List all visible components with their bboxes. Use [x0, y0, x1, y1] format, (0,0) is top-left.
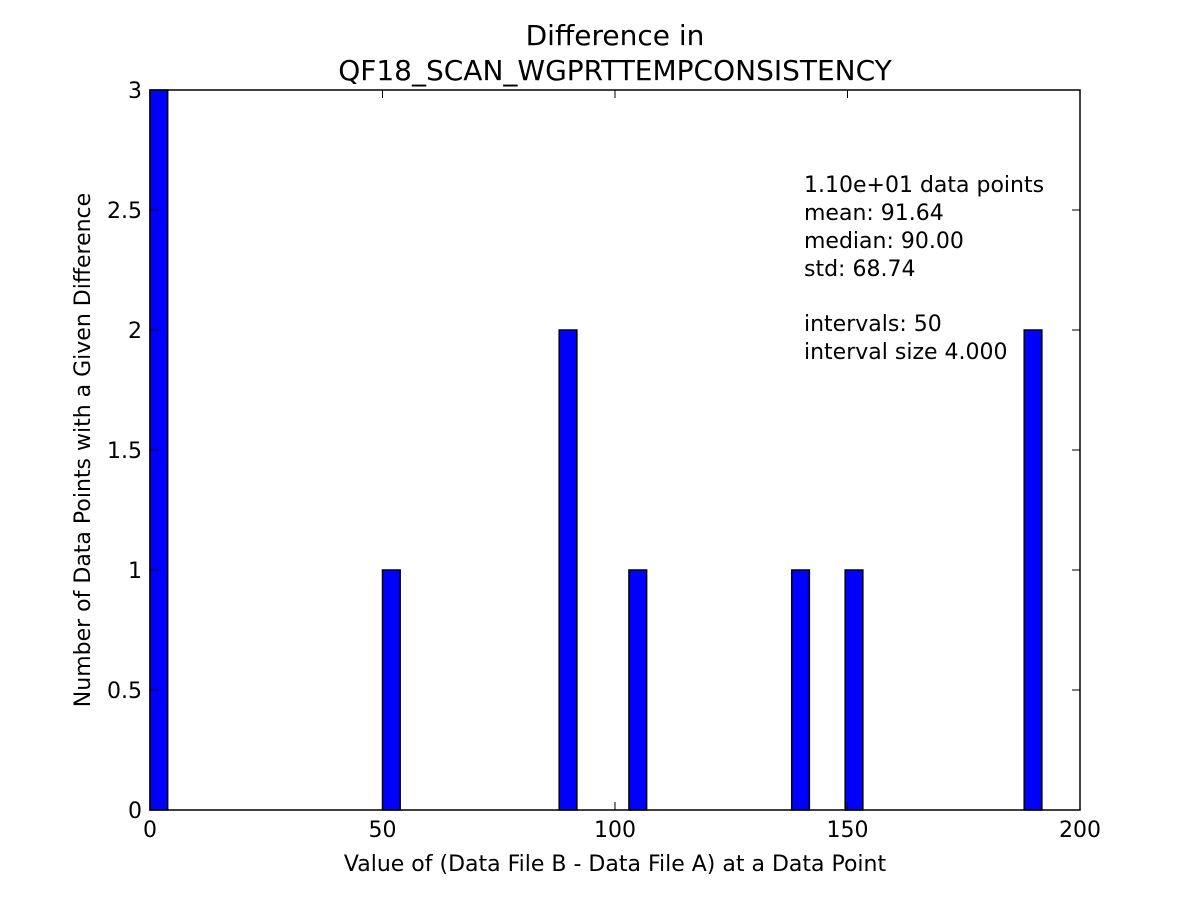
histogram-bar-2 — [558, 329, 578, 811]
stats-annotation-line: intervals: 50 — [804, 312, 942, 337]
stats-annotation-line: mean: 91.64 — [804, 201, 944, 226]
stats-annotation-line: median: 90.00 — [804, 229, 964, 254]
y-axis-label: Number of Data Points with a Given Diffe… — [71, 193, 96, 707]
histogram-bar-3 — [628, 569, 648, 811]
y-tick-label: 1.5 — [107, 439, 142, 464]
y-tick-label: 2.5 — [107, 199, 142, 224]
stats-annotation-line: interval size 4.000 — [804, 340, 1008, 365]
y-tick-label: 1 — [128, 559, 142, 584]
x-tick-label: 0 — [143, 818, 157, 843]
x-tick-label: 150 — [827, 818, 869, 843]
x-tick-label: 100 — [594, 818, 636, 843]
stats-annotation-line: std: 68.74 — [804, 257, 915, 282]
bars-layer — [149, 89, 1043, 811]
chart-title-line1: Difference in — [526, 19, 705, 52]
x-axis-label: Value of (Data File B - Data File A) at … — [344, 852, 887, 877]
y-tick-label: 2 — [128, 319, 142, 344]
y-tick-label: 3 — [128, 79, 142, 104]
histogram-bar-6 — [1023, 329, 1043, 811]
histogram-bar-1 — [381, 569, 401, 811]
stats-annotation: 1.10e+01 data points mean: 91.64 median: 9… — [804, 173, 1044, 365]
y-tick-label: 0 — [128, 799, 142, 824]
y-tick-label: 0.5 — [107, 679, 142, 704]
histogram-bar-4 — [790, 569, 811, 811]
chart-title-line2: QF18_SCAN_WGPRTTEMPCONSISTENCY — [338, 54, 892, 87]
ticks-layer: 0 50 100 150 200 0 0.5 1 1.5 2 2.5 3 — [107, 79, 1101, 843]
x-tick-label: 200 — [1059, 818, 1101, 843]
plot-frame — [149, 89, 1081, 811]
histogram-bar-5 — [844, 569, 864, 811]
x-tick-label: 50 — [369, 818, 397, 843]
stats-annotation-line: 1.10e+01 data points — [804, 173, 1044, 198]
